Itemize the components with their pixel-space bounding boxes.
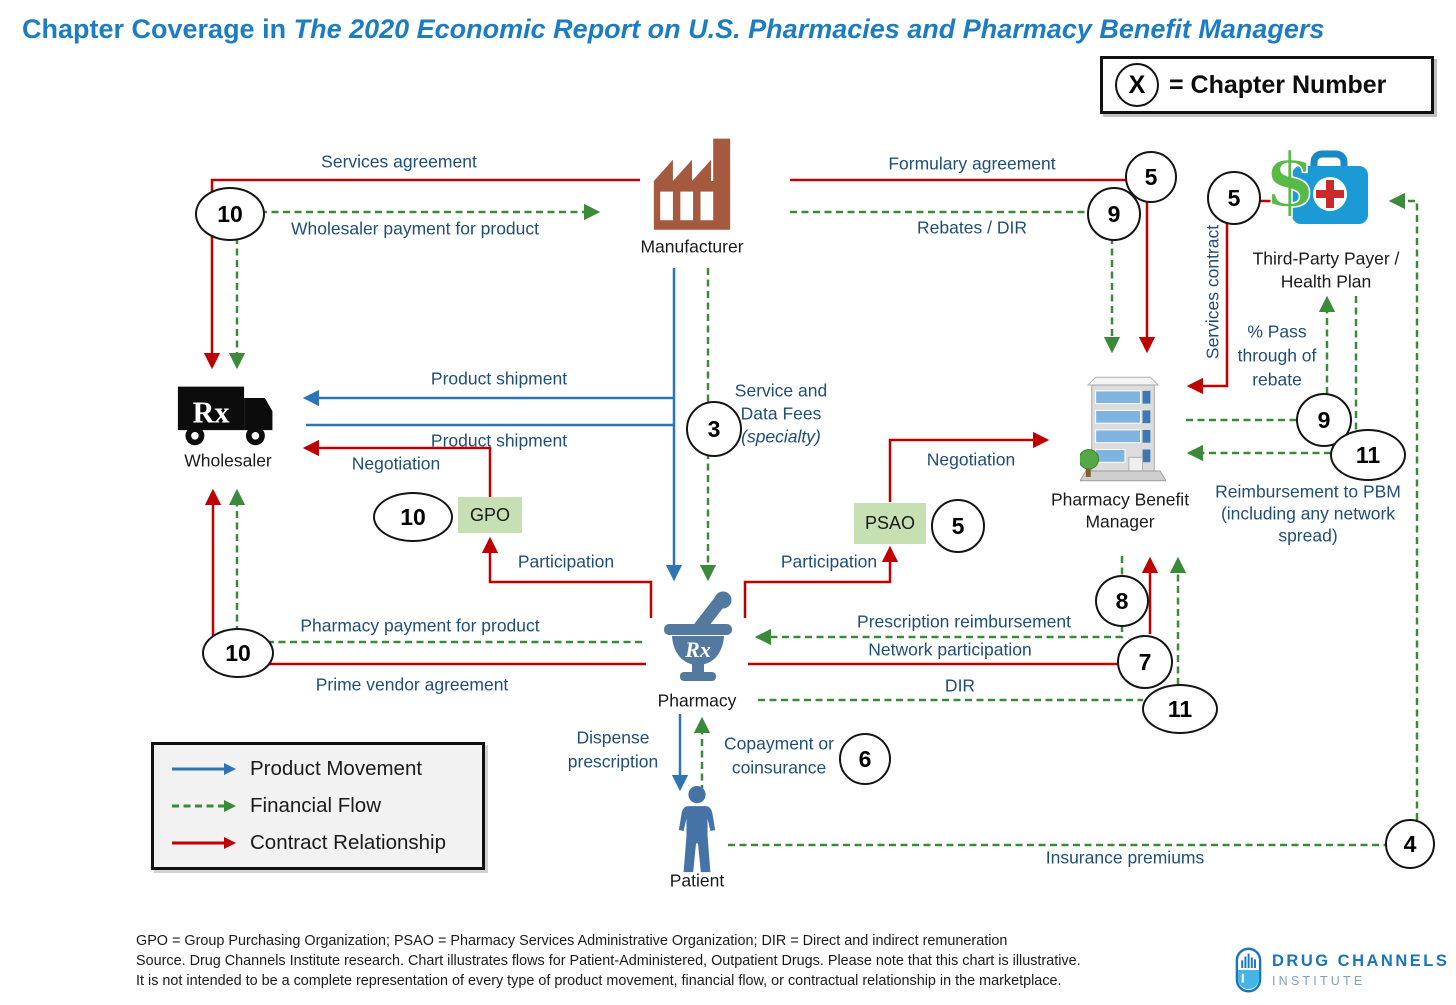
chapter-circle-reimbursement: 11 (1330, 429, 1406, 481)
chapter-circle-dir: 11 (1142, 684, 1218, 734)
patient-label: Patient (669, 870, 725, 891)
psao-negotiation-label: Negotiation (926, 449, 1016, 470)
copayment-label-2: coinsurance (731, 757, 827, 778)
product-shipment-label-2: Product shipment (430, 430, 568, 451)
gpo-participation-label: Participation (517, 551, 615, 572)
dispense-label-2: prescription (567, 751, 659, 772)
chapter-circle-psao: 5 (931, 499, 985, 553)
dollar-icon: $ (1268, 138, 1316, 224)
legend-item-product-movement: Product Movement (170, 757, 482, 781)
health-plan-icon: $ (1268, 137, 1368, 225)
rebates-dir-label: Rebates / DIR (917, 217, 1027, 238)
chapter-circle-wholesaler-mfr: 10 (195, 187, 265, 241)
pass-through-label-1: % Pass (1247, 321, 1307, 342)
contract-relationship-arrow-icon (172, 836, 236, 849)
truck-rx-glyph: Rx (192, 396, 229, 430)
insurance-premiums-label: Insurance premiums (1045, 847, 1205, 868)
pharmacy-rx-glyph: Rx (684, 637, 711, 662)
office-building-icon (1080, 376, 1166, 482)
reimbursement-label-3: spread) (1278, 525, 1338, 546)
formulary-agreement-label: Formulary agreement (888, 153, 1056, 174)
financial-flow-arrow-icon (172, 799, 236, 812)
drug-channels-logo: DRUG CHANNELS INSTITUTE (1234, 946, 1449, 994)
chapter-circle-formulary: 5 (1125, 151, 1177, 203)
product-movement-arrow-icon (172, 763, 236, 776)
chapter-circle-copayment: 6 (839, 733, 891, 785)
prescription-reimbursement-label: Prescription reimbursement (857, 611, 1071, 632)
footnote-line-1: GPO = Group Purchasing Organization; PSA… (136, 933, 1008, 949)
legend-item-financial-flow: Financial Flow (170, 794, 482, 818)
wholesaler-label: Wholesaler (184, 450, 272, 471)
chapter-circle-pharmacy-wholesaler: 10 (202, 628, 274, 678)
chapter-circle-prescription-reimbursement: 8 (1095, 575, 1149, 627)
pass-through-label-3: rebate (1252, 369, 1302, 390)
chapter-circle-network-participation: 7 (1117, 635, 1173, 689)
dir-label: DIR (944, 675, 976, 696)
psao-participation-label: Participation (780, 551, 878, 572)
legend-label-financial-flow: Financial Flow (250, 793, 382, 817)
pharmacy-payment-label: Pharmacy payment for product (300, 615, 540, 636)
footnotes: GPO = Group Purchasing Organization; PSA… (136, 931, 1176, 991)
pbm-label-line1: Pharmacy Benefit (1050, 489, 1190, 510)
factory-icon (653, 138, 731, 230)
chapter-key-label: = Chapter Number (1169, 70, 1387, 99)
services-contract-label: Services contract (1202, 224, 1223, 360)
wholesaler-payment-label: Wholesaler payment for product (290, 218, 540, 239)
mortar-pestle-icon: Rx (664, 591, 732, 681)
title-report-name: The 2020 Economic Report on U.S. Pharmac… (293, 14, 1325, 44)
psao-box: PSAO (854, 503, 926, 544)
service-data-fees-label-2: Data Fees (740, 403, 822, 424)
dispense-label-1: Dispense (576, 727, 650, 748)
gpo-box: GPO (458, 497, 522, 533)
pass-through-label-2: through of (1237, 345, 1317, 366)
pharmacy-label: Pharmacy (657, 690, 737, 711)
legend-label-contract-relationship: Contract Relationship (250, 830, 446, 854)
person-icon (678, 786, 716, 873)
service-data-fees-label-3: (specialty) (741, 426, 821, 447)
capsule-logo-icon (1235, 947, 1262, 993)
legend: Product Movement Financial Flow Contract… (151, 742, 485, 870)
chapter-circle-insurance-premiums: 4 (1385, 819, 1435, 869)
reimbursement-label-1: Reimbursement to PBM (1215, 481, 1401, 502)
chapter-number-key: X = Chapter Number (1100, 56, 1434, 114)
page-title: Chapter Coverage in The 2020 Economic Re… (22, 14, 1324, 45)
chapter-circle-services-contract: 5 (1207, 171, 1261, 225)
logo-sub: INSTITUTE (1272, 974, 1366, 988)
insurance-premiums-into-payer-line (1388, 192, 1419, 820)
chapter-circle-service-data-fees: 3 (686, 401, 742, 457)
payer-label-line1: Third-Party Payer / (1252, 248, 1400, 269)
prime-vendor-label: Prime vendor agreement (315, 674, 509, 695)
footnote-line-2: Source. Drug Channels Institute research… (136, 953, 1081, 969)
reimbursement-label-2: (including any network (1220, 503, 1396, 524)
chapter-x-icon: X (1115, 63, 1159, 107)
logo-name: DRUG CHANNELS (1272, 952, 1450, 970)
product-shipment-label-1: Product shipment (430, 368, 568, 389)
chapter-circle-gpo: 10 (373, 492, 453, 542)
chapter-circle-rebates: 9 (1087, 187, 1141, 241)
service-data-fees-label-1: Service and (734, 380, 828, 401)
copayment-label-1: Copayment or (724, 733, 834, 754)
title-prefix: Chapter Coverage in (22, 14, 294, 44)
gpo-negotiation-label: Negotiation (351, 453, 441, 474)
network-participation-label: Network participation (868, 639, 1032, 660)
services-agreement-label: Services agreement (321, 151, 477, 172)
legend-item-contract-relationship: Contract Relationship (170, 831, 482, 855)
services-agreement-line (203, 178, 640, 370)
pbm-label-line2: Manager (1085, 511, 1155, 532)
manufacturer-label: Manufacturer (640, 236, 744, 257)
footnote-line-3: It is not intended to be a complete repr… (136, 973, 1062, 989)
payer-label-line2: Health Plan (1280, 271, 1372, 292)
delivery-truck-icon: Rx (177, 386, 273, 446)
legend-label-product-movement: Product Movement (250, 757, 423, 781)
